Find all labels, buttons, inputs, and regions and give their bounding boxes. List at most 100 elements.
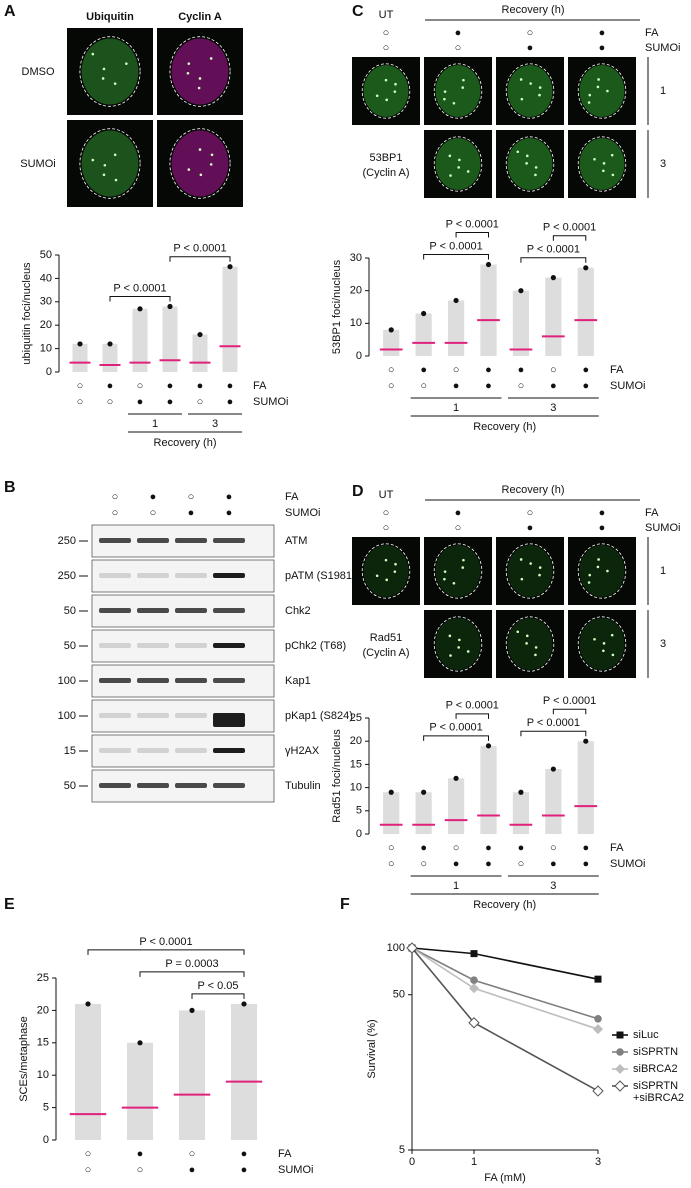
marker [594, 1014, 602, 1023]
max-point [518, 288, 524, 294]
focus [103, 163, 107, 167]
condition-symbol: ● [550, 380, 557, 392]
focus [443, 97, 446, 101]
condition-name: SUMOi [610, 858, 645, 870]
band [213, 573, 245, 578]
condition-symbol: ● [455, 507, 462, 519]
condition-name: FA [610, 364, 624, 376]
focus [538, 86, 542, 89]
max-point [85, 1001, 91, 1007]
condition-symbol: ○ [77, 380, 84, 392]
size-marker: 50 [64, 640, 76, 652]
condition-symbol: ● [582, 364, 589, 376]
focus [529, 562, 532, 565]
condition-symbol: ○ [150, 507, 157, 519]
condition-symbol: ● [167, 380, 174, 392]
significance-bracket [552, 708, 587, 715]
condition-symbol: ● [527, 42, 534, 54]
max-point [518, 789, 524, 795]
condition-symbol: ○ [453, 364, 460, 376]
condition-symbol: ○ [137, 380, 144, 392]
channel-label: Ubiquitin [86, 11, 134, 23]
band [213, 748, 245, 753]
focus [385, 578, 388, 582]
condition-name: SUMOi [253, 396, 288, 408]
x-tick-label: 0 [409, 1156, 415, 1168]
group-label: 3 [550, 880, 556, 892]
marker [594, 975, 602, 983]
focus [186, 71, 190, 75]
condition-symbol: ● [167, 396, 174, 408]
nucleus [507, 618, 553, 670]
y-tick-label: 5 [43, 1102, 49, 1114]
marker [406, 942, 418, 954]
size-marker: 15 [64, 745, 76, 757]
focus [91, 158, 95, 162]
condition-symbol: ● [241, 1164, 248, 1176]
focus [597, 558, 600, 561]
band [99, 538, 131, 543]
p-value: P < 0.05 [197, 980, 238, 992]
condition-name: FA [645, 507, 659, 519]
y-tick-label: 10 [350, 317, 362, 329]
focus [209, 163, 213, 166]
band [99, 748, 131, 753]
focus [520, 577, 524, 581]
focus [534, 173, 537, 177]
focus [610, 633, 614, 637]
y-tick-label: 20 [350, 285, 362, 297]
panel-label: B [4, 479, 16, 496]
p-value: P = 0.0003 [165, 958, 218, 970]
condition-symbol: ● [485, 364, 492, 376]
condition-name: FA [645, 27, 659, 39]
focus [520, 97, 524, 101]
p-value: P < 0.0001 [527, 717, 580, 729]
row-label: 1 [660, 85, 666, 97]
condition-symbol: ○ [383, 507, 390, 519]
focus [602, 162, 606, 165]
condition-symbol: ● [485, 842, 492, 854]
y-tick-label: 25 [350, 712, 362, 724]
condition-symbol: ● [582, 380, 589, 392]
untreated-label: UT [379, 489, 394, 501]
condition-symbol: ● [599, 42, 606, 54]
condition-symbol: ○ [383, 522, 390, 534]
focus [102, 173, 106, 177]
max-point [167, 303, 173, 310]
marker [469, 983, 479, 994]
condition-symbol: ○ [189, 1148, 196, 1160]
condition-symbol: ● [599, 507, 606, 519]
marker [593, 1024, 603, 1035]
p-value: P < 0.0001 [429, 240, 482, 252]
max-point [550, 275, 556, 281]
focus [452, 101, 456, 105]
band [137, 538, 169, 543]
focus [449, 174, 452, 177]
condition-name: SUMOi [285, 507, 320, 519]
condition-symbol: ○ [388, 842, 395, 854]
focus [457, 166, 460, 169]
blot-name: pATM (S1981) [285, 570, 356, 582]
focus [443, 577, 446, 581]
x-tick-label: 1 [471, 1156, 477, 1168]
band [213, 643, 245, 648]
marker [614, 1080, 626, 1092]
condition-symbol: ● [518, 842, 525, 854]
condition-symbol: ○ [137, 1164, 144, 1176]
max-point [241, 1001, 247, 1007]
nucleus [435, 65, 481, 117]
y-tick-label: 20 [350, 735, 362, 747]
condition-name: FA [285, 491, 299, 503]
max-point [583, 265, 589, 271]
condition-symbol: ○ [77, 396, 84, 408]
p-value: P < 0.0001 [446, 218, 499, 230]
nucleus-outline [505, 63, 555, 119]
group-label: 3 [550, 402, 556, 414]
group-title: Recovery (h) [154, 437, 217, 449]
channel-label: Cyclin A [178, 11, 222, 23]
max-point [227, 264, 233, 270]
focus [466, 650, 470, 653]
size-marker: 250 [58, 570, 76, 582]
significance-bracket [109, 295, 171, 302]
nucleus-outline [505, 136, 555, 192]
